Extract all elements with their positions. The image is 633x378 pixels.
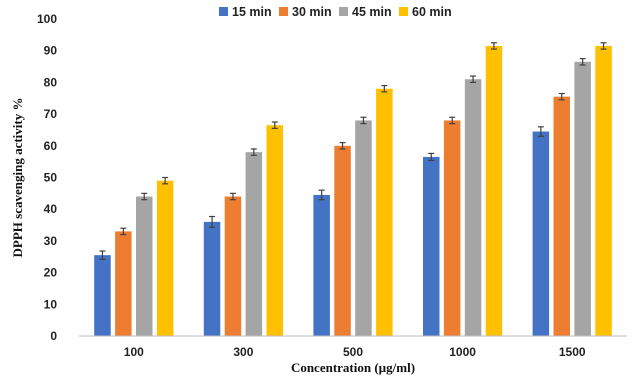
legend-item-45-min: 45 min — [339, 5, 392, 19]
error-bar — [318, 189, 325, 201]
y-axis-ticks: 0 10 20 30 40 50 60 70 80 90 100 — [37, 12, 57, 343]
error-bar — [360, 116, 367, 125]
y-tick-label: 90 — [44, 44, 58, 58]
bar-30-min-300 — [224, 196, 242, 336]
bar-15-min-300 — [203, 221, 221, 336]
bar-45-min-1000 — [464, 79, 482, 336]
legend-label: 15 min — [232, 5, 272, 19]
bar-30-min-500 — [334, 145, 351, 336]
bar-30-min-1000 — [443, 120, 461, 336]
error-bar — [99, 250, 106, 260]
legend-swatch — [399, 7, 408, 16]
error-bar — [229, 192, 236, 201]
bar-45-min-1500 — [574, 61, 591, 337]
x-tick-label: 500 — [343, 345, 363, 359]
error-bar — [250, 148, 257, 156]
error-bar — [428, 152, 435, 161]
y-tick-label: 100 — [37, 12, 57, 26]
bar-15-min-100 — [94, 255, 111, 336]
y-tick-label: 80 — [44, 75, 58, 89]
error-bar — [449, 116, 456, 125]
y-tick-label: 30 — [44, 234, 58, 248]
x-tick-label: 300 — [233, 345, 253, 359]
bar-45-min-500 — [355, 120, 372, 336]
legend-swatch — [219, 7, 228, 16]
bars — [94, 45, 612, 337]
x-tick-label: 1500 — [559, 345, 586, 359]
error-bar — [141, 192, 148, 201]
bar-30-min-1500 — [553, 96, 570, 336]
error-bar — [209, 215, 216, 228]
error-bar — [490, 42, 497, 50]
error-bar — [339, 142, 346, 150]
error-bar — [470, 75, 477, 84]
bar-60-min-1000 — [485, 45, 503, 336]
legend-item-60-min: 60 min — [399, 5, 452, 19]
legend-label: 45 min — [352, 5, 392, 19]
bar-45-min-100 — [136, 196, 153, 336]
x-tick-label: 1000 — [449, 345, 476, 359]
bar-15-min-1000 — [423, 156, 440, 336]
error-bar — [537, 126, 544, 137]
x-axis-title: Concentration (µg/ml) — [291, 360, 415, 375]
x-tick-label: 100 — [124, 345, 144, 359]
x-axis-ticks: 100 300 500 1000 1500 — [124, 345, 586, 359]
bar-60-min-300 — [266, 125, 283, 336]
error-bar — [558, 92, 565, 101]
error-bar — [600, 42, 607, 50]
y-tick-label: 50 — [44, 171, 58, 185]
y-tick-label: 40 — [44, 202, 58, 216]
legend-swatch — [339, 7, 348, 16]
legend-label: 60 min — [412, 5, 452, 19]
y-tick-label: 0 — [50, 329, 57, 343]
bar-15-min-1500 — [532, 131, 550, 336]
error-bar — [162, 176, 169, 185]
error-bar — [579, 58, 586, 66]
bar-30-min-100 — [115, 231, 132, 336]
error-bars — [99, 42, 607, 260]
legend-item-15-min: 15 min — [219, 5, 272, 19]
bar-60-min-500 — [376, 88, 393, 337]
y-tick-label: 70 — [44, 107, 58, 121]
bar-45-min-300 — [245, 152, 263, 336]
error-bar — [271, 121, 278, 129]
bar-60-min-100 — [156, 180, 174, 336]
error-bar — [381, 84, 388, 93]
bar-60-min-1500 — [595, 45, 612, 336]
legend: 15 min 30 min 45 min 60 min — [219, 5, 452, 19]
error-bar — [120, 227, 127, 236]
legend-swatch — [279, 7, 288, 16]
legend-item-30-min: 30 min — [279, 5, 332, 19]
bar-15-min-500 — [313, 194, 330, 336]
y-tick-label: 60 — [44, 139, 58, 153]
y-axis-title: DPPH scavenging activity % — [10, 98, 25, 258]
legend-label: 30 min — [292, 5, 332, 19]
y-tick-label: 20 — [44, 266, 58, 280]
y-tick-label: 10 — [44, 297, 58, 311]
